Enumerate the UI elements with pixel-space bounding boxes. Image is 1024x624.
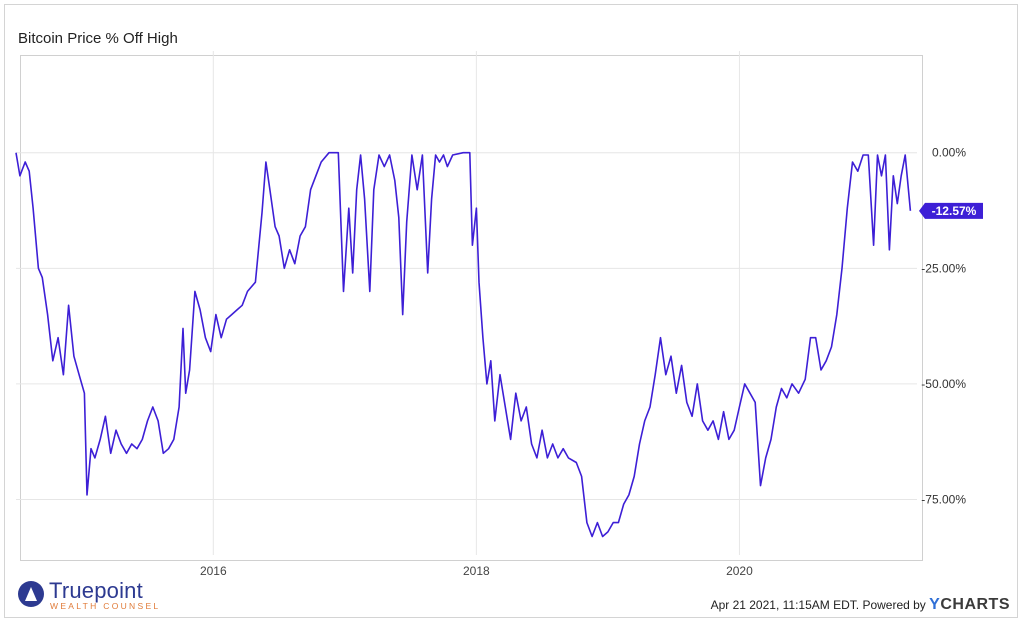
logo-tagline: WEALTH COUNSEL: [50, 601, 161, 611]
series-line: [15, 151, 912, 538]
chart-footer: Apr 21 2021, 11:15AM EDT. Powered by YCH…: [711, 596, 1010, 614]
last-value-badge: [919, 202, 983, 219]
y-tick-label: -75.00%: [921, 493, 966, 507]
ycharts-logo-y: Y: [929, 596, 941, 613]
x-tick-label: 2020: [726, 564, 753, 578]
last-value-group: -12.57%: [919, 202, 983, 219]
timestamp: Apr 21 2021, 11:15AM EDT.: [710, 598, 860, 612]
y-tick-label: -50.00%: [921, 377, 966, 391]
truepoint-logo: Truepoint WEALTH COUNSEL: [18, 578, 198, 614]
ycharts-logo-text: CHARTS: [940, 596, 1010, 613]
x-tick-label: 2018: [463, 564, 490, 578]
plot-area: [20, 55, 923, 561]
y-tick-label: 0.00%: [932, 146, 966, 160]
ycharts-logo[interactable]: YCHARTS: [929, 596, 1010, 613]
y-tick-label: -25.00%: [921, 261, 966, 275]
logo-name: Truepoint: [49, 578, 143, 603]
x-axis-labels: 2016 2018 2020: [200, 564, 753, 578]
y-axis-labels: 0.00% -25.00% -50.00% -75.00%: [921, 146, 966, 507]
chart-frame: Bitcoin Price % Off High: [4, 4, 1018, 618]
last-value-label: -12.57%: [932, 204, 977, 218]
powered-by-label: Powered by: [862, 598, 926, 612]
series-line-group: [15, 151, 912, 538]
x-tick-label: 2016: [200, 564, 227, 578]
chart-title: Bitcoin Price % Off High: [18, 30, 178, 47]
gridlines: [16, 51, 917, 555]
truepoint-logo-icon: [18, 581, 44, 607]
